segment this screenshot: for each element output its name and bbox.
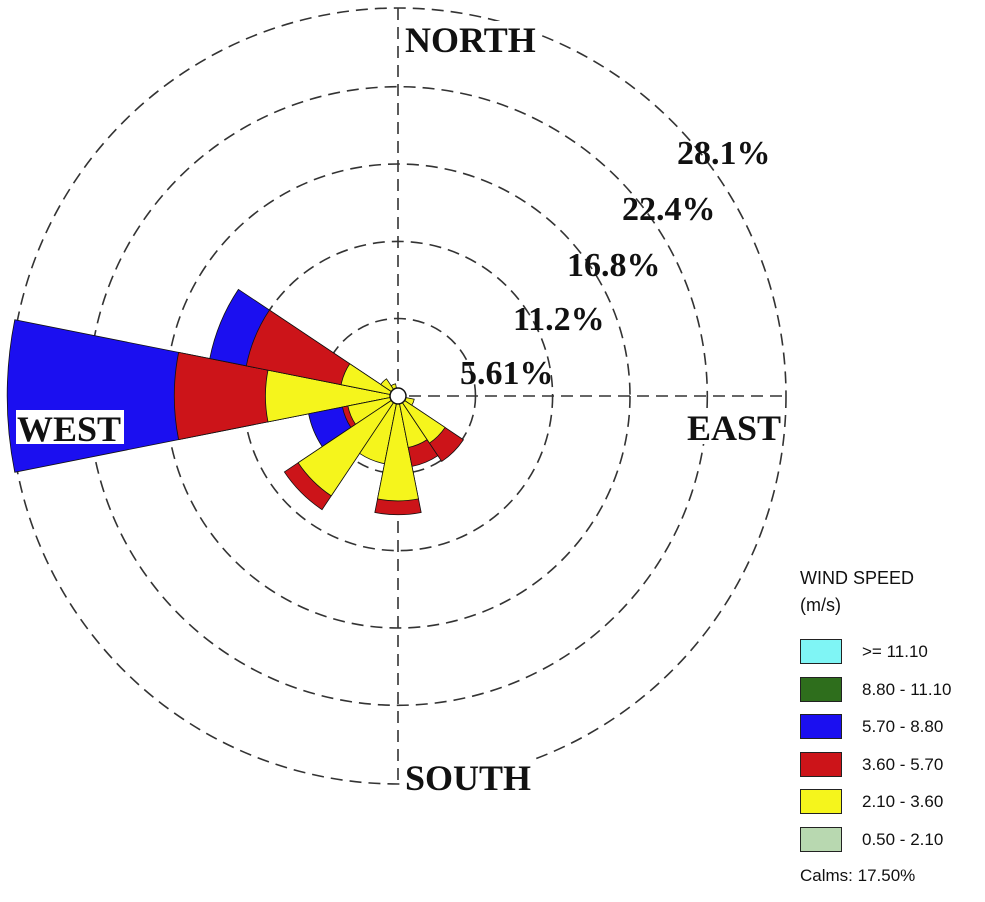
petal-dir-180 xyxy=(374,395,422,516)
petal-dir-225 xyxy=(283,395,399,511)
west-label-bg xyxy=(16,410,124,444)
calms-label: Calms: 17.50% xyxy=(800,866,916,885)
ring-label-28-1: 28.1% xyxy=(677,135,771,172)
legend-label: >= 11.10 xyxy=(862,642,928,661)
legend-swatch xyxy=(800,826,842,852)
south-label-bg xyxy=(404,760,536,794)
petal-segment-2-10-3-60 xyxy=(377,395,419,502)
west-label: WEST xyxy=(17,409,121,449)
wind-speed-legend: WIND SPEED (m/s) >= 11.10 8.80 - 11.10 5.7… xyxy=(800,565,980,886)
legend-label: 3.60 - 5.70 xyxy=(862,754,944,774)
radial-labels: 5.61% 11.2% 16.8% 22.4% 28.1% xyxy=(460,135,771,392)
petal-segment-2-10-3-60 xyxy=(397,395,446,444)
ring-label-11-2: 11.2% xyxy=(513,301,605,338)
legend-entry: 2.10 - 3.60 xyxy=(800,789,980,827)
legend-label: 0.50 - 2.10 xyxy=(862,829,944,849)
legend-entry: 0.50 - 2.10 xyxy=(800,826,980,865)
petal-dir-135 xyxy=(397,395,464,462)
north-label: NORTH xyxy=(405,20,536,60)
direction-labels: NORTH EAST SOUTH WEST xyxy=(16,20,781,798)
ring-label-5-61: 5.61% xyxy=(460,355,554,392)
ring-label-22-4: 22.4% xyxy=(622,191,716,228)
legend-entries: >= 11.10 8.80 - 11.10 5.70 - 8.80 3.60 - 5.… xyxy=(800,639,980,864)
legend-title-line2: (m/s) xyxy=(800,595,841,615)
legend-swatch xyxy=(800,676,842,702)
legend-swatch xyxy=(800,751,842,777)
legend-title: WIND SPEED (m/s) xyxy=(800,565,980,619)
legend-entry: 8.80 - 11.10 xyxy=(800,676,980,715)
petal-segment-2-10-3-60 xyxy=(340,363,399,397)
legend-swatch xyxy=(800,714,842,739)
legend-entry: 5.70 - 8.80 xyxy=(800,714,980,752)
legend-title-line1: WIND SPEED xyxy=(800,568,915,588)
legend-label: 5.70 - 8.80 xyxy=(862,717,944,736)
legend-entry: >= 11.10 xyxy=(800,639,980,677)
east-label-bg xyxy=(686,410,778,444)
ring-label-16-8: 16.8% xyxy=(567,247,661,284)
wind-rose-chart: NORTH EAST SOUTH WEST 5.61% 11.2% 16.8% … xyxy=(6,7,787,798)
legend-entry: 3.60 - 5.70 xyxy=(800,751,980,790)
north-label-bg xyxy=(404,21,538,55)
legend-label: 8.80 - 11.10 xyxy=(862,679,952,699)
legend-swatch xyxy=(800,639,842,664)
east-label: EAST xyxy=(687,408,781,448)
calm-center-circle xyxy=(389,387,407,405)
legend-label: 2.10 - 3.60 xyxy=(862,792,944,811)
legend-swatch xyxy=(800,789,842,814)
south-label: SOUTH xyxy=(405,758,531,798)
petal-segment-2-10-3-60 xyxy=(297,395,399,497)
